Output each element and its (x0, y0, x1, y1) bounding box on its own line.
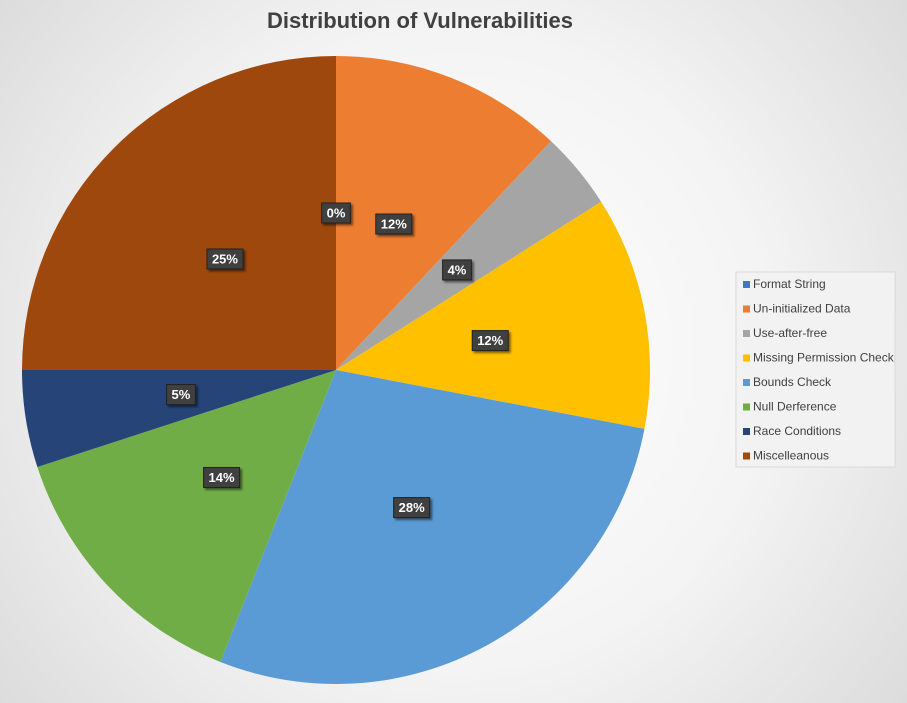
pie-slice (22, 56, 336, 370)
data-label-bg (203, 466, 241, 488)
legend-label: Format String (753, 277, 826, 291)
legend-box (735, 271, 896, 468)
data-label: 0% (327, 205, 346, 220)
legend-swatch (743, 403, 750, 411)
pie-slice (336, 141, 602, 370)
data-label-bg (321, 202, 351, 224)
data-label: 12% (381, 216, 407, 231)
pie-slice (37, 370, 336, 662)
pie-slice (220, 370, 645, 684)
legend-label: Un-initialized Data (753, 302, 851, 316)
legend-swatch (743, 452, 750, 460)
data-label-bg (442, 259, 472, 281)
legend-swatch (743, 379, 750, 386)
data-label-bg (206, 248, 244, 270)
data-label: 28% (399, 500, 425, 515)
legend-swatch (743, 281, 750, 288)
pie-slice (22, 370, 336, 468)
data-label: 4% (448, 262, 467, 277)
data-label-bg (393, 497, 431, 519)
legend-label: Race Conditions (753, 424, 841, 438)
legend-label: Null Derference (753, 400, 837, 414)
legend-label: Miscelleanous (753, 449, 829, 463)
legend-swatch (743, 305, 750, 313)
data-label: 14% (209, 470, 235, 485)
data-label-bg (375, 213, 413, 235)
legend-swatch (743, 428, 750, 435)
legend-swatch (743, 354, 750, 362)
data-label: 25% (212, 251, 238, 266)
data-label: 12% (477, 333, 503, 348)
pie-slice (336, 201, 650, 429)
pie-slice (336, 56, 551, 370)
chart-title: Distribution of Vulnerabilities (267, 8, 573, 33)
legend-label: Missing Permission Check (753, 351, 895, 365)
legend-swatch (743, 330, 750, 337)
legend-label: Use-after-free (753, 326, 827, 340)
data-label: 5% (172, 387, 191, 402)
data-label-bg (166, 384, 196, 406)
data-label-bg (471, 330, 509, 352)
legend-label: Bounds Check (753, 375, 832, 389)
